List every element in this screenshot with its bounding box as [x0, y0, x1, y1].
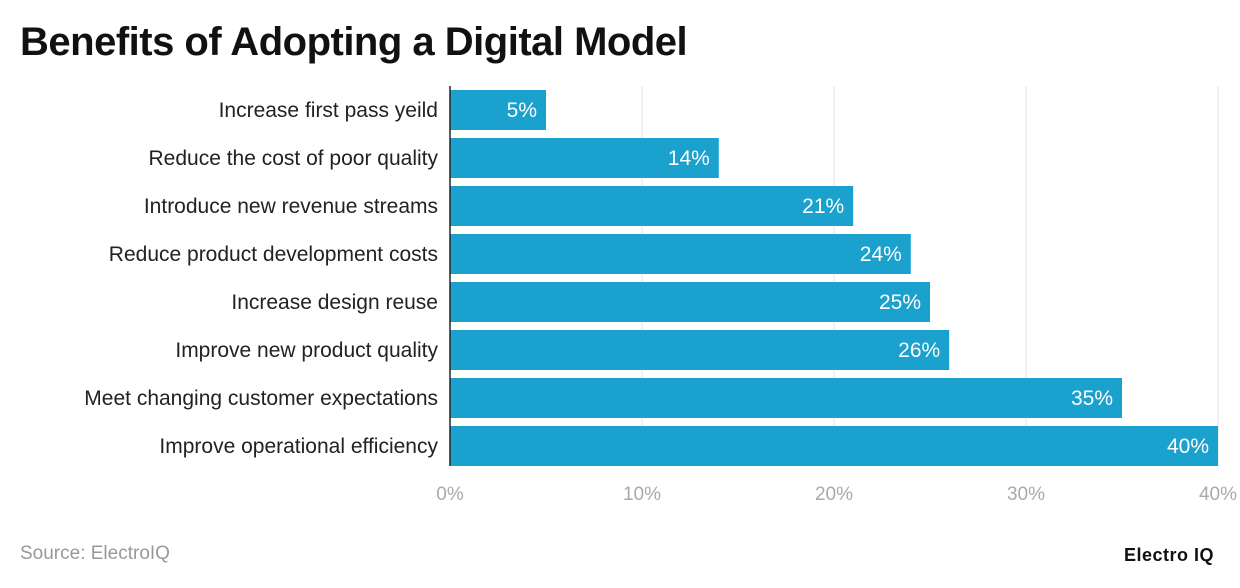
x-tick-label: 20% — [815, 484, 853, 505]
chart-title: Benefits of Adopting a Digital Model — [20, 20, 688, 64]
x-tick-label: 30% — [1007, 484, 1045, 505]
category-label: Reduce product development costs — [109, 243, 438, 266]
data-label: 26% — [898, 339, 940, 362]
category-label: Improve operational efficiency — [159, 435, 438, 458]
category-label: Improve new product quality — [175, 339, 438, 362]
electroiq-logo: Electro IQ — [1123, 545, 1214, 565]
source-note: Source: ElectroIQ — [20, 543, 170, 564]
category-label: Increase design reuse — [231, 291, 438, 314]
data-label: 5% — [507, 99, 537, 122]
data-label: 25% — [879, 291, 921, 314]
data-label: 24% — [860, 243, 902, 266]
bar — [450, 330, 950, 370]
category-label: Reduce the cost of poor quality — [148, 147, 438, 170]
data-label: 40% — [1167, 435, 1209, 458]
bar — [450, 90, 546, 130]
bar — [450, 378, 1122, 418]
data-label: 35% — [1071, 387, 1113, 410]
bar — [450, 282, 930, 322]
bar — [450, 186, 854, 226]
bar — [450, 234, 911, 274]
data-label: 14% — [668, 147, 710, 170]
x-tick-label: 40% — [1199, 484, 1237, 505]
x-tick-label: 10% — [623, 484, 661, 505]
data-label: 21% — [802, 195, 844, 218]
category-label: Increase first pass yeild — [219, 99, 438, 122]
bar — [450, 426, 1218, 466]
category-label: Meet changing customer expectations — [84, 387, 438, 410]
category-label: Introduce new revenue streams — [144, 195, 438, 218]
bar — [450, 138, 719, 178]
x-tick-label: 0% — [436, 484, 464, 505]
